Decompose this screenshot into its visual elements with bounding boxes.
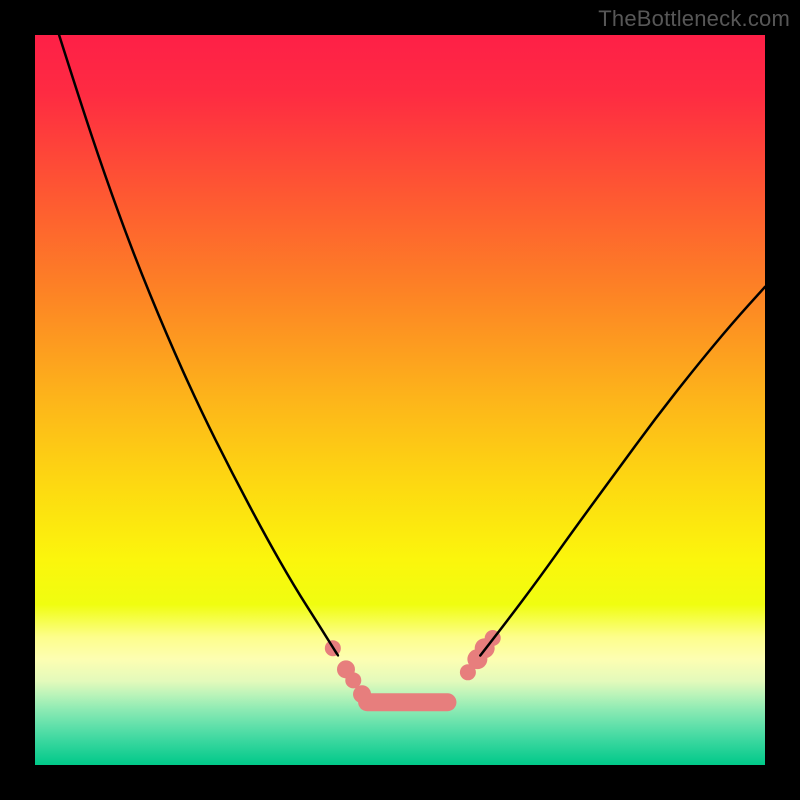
chart-svg — [35, 35, 765, 765]
right-curve — [480, 287, 765, 656]
left-marker-3 — [353, 685, 371, 703]
stage: TheBottleneck.com — [0, 0, 800, 800]
left-curve — [59, 35, 338, 656]
plot-area — [35, 35, 765, 765]
watermark-text: TheBottleneck.com — [598, 6, 790, 32]
